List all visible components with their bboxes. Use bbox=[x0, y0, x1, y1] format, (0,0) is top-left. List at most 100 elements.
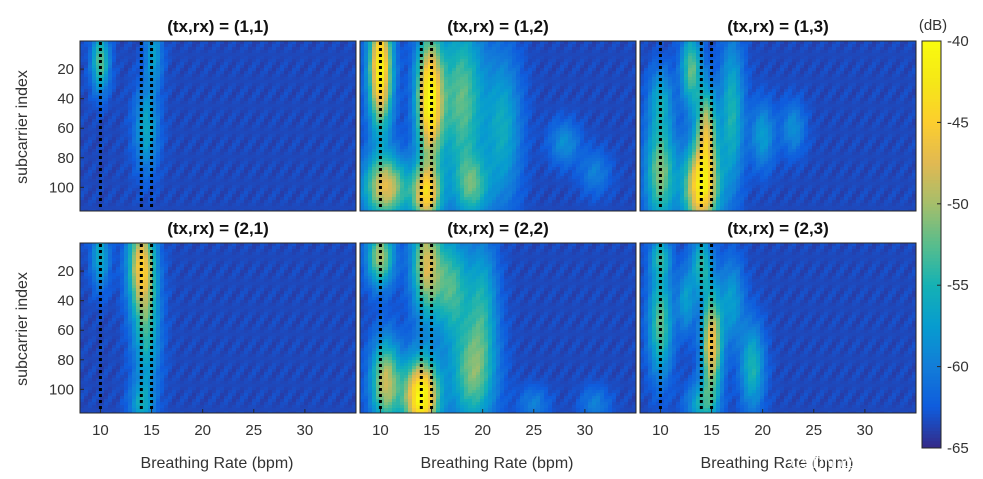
heatmap-cell bbox=[256, 50, 260, 53]
heatmap-cell bbox=[288, 107, 292, 110]
heatmap-cell bbox=[168, 71, 172, 74]
heatmap-cell bbox=[228, 173, 232, 176]
heatmap-cell bbox=[320, 164, 324, 167]
heatmap-cell bbox=[252, 191, 256, 194]
heatmap-cell bbox=[112, 65, 116, 68]
heatmap-cell bbox=[316, 134, 320, 137]
heatmap-cell bbox=[296, 161, 300, 164]
heatmap-cell bbox=[304, 77, 308, 80]
heatmap-cell bbox=[224, 65, 228, 68]
heatmap-cell bbox=[188, 131, 192, 134]
heatmap-cell bbox=[276, 188, 280, 191]
heatmap-cell bbox=[84, 110, 88, 113]
heatmap-cell bbox=[352, 131, 356, 134]
heatmap-cell bbox=[292, 173, 296, 176]
heatmap-cell bbox=[92, 203, 96, 206]
heatmap-cell bbox=[108, 68, 112, 71]
heatmap-cell bbox=[184, 92, 188, 95]
heatmap-cell bbox=[92, 44, 96, 47]
heatmap-cell bbox=[288, 95, 292, 98]
heatmap-cell bbox=[228, 143, 232, 146]
heatmap-cell bbox=[180, 170, 184, 173]
heatmap-cell bbox=[136, 137, 140, 140]
heatmap-cell bbox=[172, 155, 176, 158]
heatmap-cell bbox=[248, 137, 252, 140]
heatmap-cell bbox=[296, 170, 300, 173]
heatmap-cell bbox=[176, 62, 180, 65]
heatmap-cell bbox=[168, 44, 172, 47]
heatmap-cell bbox=[340, 83, 344, 86]
heatmap-cell bbox=[276, 194, 280, 197]
heatmap-cell bbox=[288, 101, 292, 104]
heatmap-cell bbox=[160, 113, 164, 116]
heatmap-cell bbox=[288, 140, 292, 143]
heatmap-cell bbox=[336, 50, 340, 53]
heatmap-cell bbox=[288, 170, 292, 173]
heatmap-cell bbox=[264, 68, 268, 71]
heatmap-cell bbox=[208, 167, 212, 170]
heatmap-cell bbox=[176, 188, 180, 191]
heatmap-cell bbox=[244, 77, 248, 80]
heatmap-cell bbox=[236, 185, 240, 188]
heatmap-cell bbox=[208, 125, 212, 128]
heatmap-cell bbox=[168, 179, 172, 182]
heatmap-cell bbox=[112, 197, 116, 200]
heatmap-cell bbox=[168, 77, 172, 80]
heatmap-cell bbox=[92, 62, 96, 65]
heatmap-cell bbox=[328, 143, 332, 146]
heatmap-cell bbox=[120, 86, 124, 89]
heatmap-cell bbox=[268, 101, 272, 104]
heatmap-cell bbox=[200, 134, 204, 137]
heatmap-cell bbox=[212, 98, 216, 101]
heatmap-cell bbox=[156, 134, 160, 137]
heatmap-cell bbox=[84, 107, 88, 110]
heatmap-cell bbox=[204, 179, 208, 182]
heatmap-cell bbox=[336, 167, 340, 170]
heatmap-cell bbox=[280, 167, 284, 170]
heatmap-cell bbox=[340, 194, 344, 197]
heatmap-cell bbox=[212, 65, 216, 68]
heatmap-cell bbox=[348, 83, 352, 86]
heatmap-cell bbox=[244, 53, 248, 56]
heatmap-cell bbox=[144, 56, 148, 59]
heatmap-cell bbox=[260, 191, 264, 194]
heatmap-cell bbox=[312, 77, 316, 80]
heatmap-cell bbox=[268, 152, 272, 155]
heatmap-cell bbox=[124, 125, 128, 128]
heatmap-cell bbox=[260, 188, 264, 191]
heatmap-cell bbox=[308, 131, 312, 134]
heatmap-cell bbox=[136, 71, 140, 74]
heatmap-cell bbox=[112, 158, 116, 161]
heatmap-cell bbox=[308, 113, 312, 116]
heatmap-cell bbox=[120, 158, 124, 161]
heatmap-cell bbox=[304, 53, 308, 56]
heatmap-cell bbox=[308, 170, 312, 173]
heatmap-cell bbox=[168, 173, 172, 176]
heatmap-cell bbox=[212, 182, 216, 185]
heatmap-cell bbox=[112, 191, 116, 194]
heatmap-cell bbox=[336, 116, 340, 119]
heatmap-cell bbox=[168, 119, 172, 122]
heatmap-cell bbox=[228, 167, 232, 170]
heatmap-cell bbox=[276, 185, 280, 188]
heatmap-cell bbox=[232, 176, 236, 179]
heatmap-cell bbox=[232, 86, 236, 89]
heatmap-cell bbox=[116, 50, 120, 53]
heatmap-cell bbox=[172, 149, 176, 152]
heatmap-cell bbox=[164, 140, 168, 143]
heatmap-cell bbox=[120, 131, 124, 134]
heatmap-cell bbox=[316, 131, 320, 134]
heatmap-cell bbox=[204, 137, 208, 140]
heatmap-cell bbox=[204, 188, 208, 191]
heatmap-cell bbox=[236, 68, 240, 71]
heatmap-cell bbox=[168, 152, 172, 155]
heatmap-cell bbox=[216, 182, 220, 185]
heatmap-cell bbox=[204, 59, 208, 62]
heatmap-cell bbox=[260, 50, 264, 53]
heatmap-cell bbox=[300, 104, 304, 107]
heatmap-cell bbox=[248, 182, 252, 185]
heatmap-cell bbox=[200, 92, 204, 95]
heatmap-cell bbox=[324, 92, 328, 95]
heatmap-cell bbox=[280, 53, 284, 56]
heatmap-cell bbox=[104, 197, 108, 200]
